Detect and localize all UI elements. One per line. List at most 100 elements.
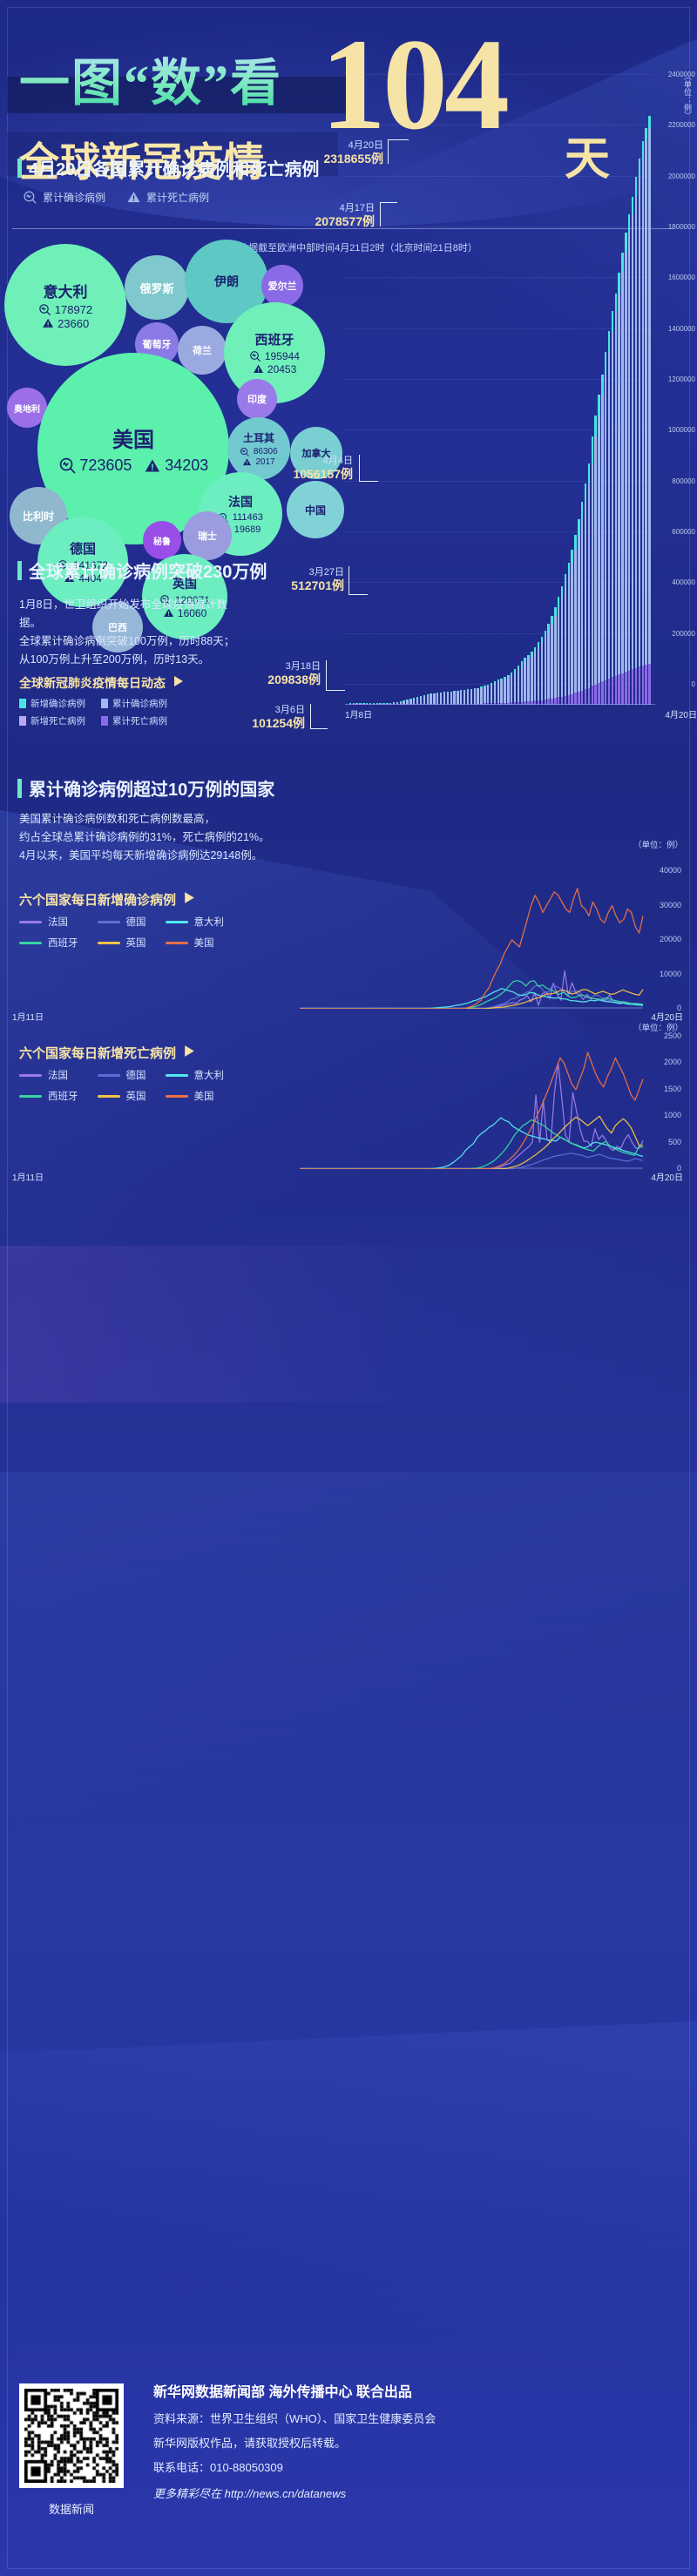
bar-column — [520, 95, 524, 705]
y-tick-label: 1000000 — [667, 426, 695, 435]
bubble-爱尔兰[interactable]: 爱尔兰 — [261, 265, 303, 307]
bubble-label: 西班牙 — [254, 333, 294, 348]
bubble-label: 德国 — [69, 542, 96, 557]
legend-item: 累计确诊病例 — [101, 697, 167, 710]
bar-column — [409, 95, 412, 705]
bubble-中国[interactable]: 中国 — [287, 481, 344, 538]
footer-url: 更多精彩尽在 http://news.cn/datanews — [153, 2487, 347, 2500]
bar-cumulative-deaths — [369, 703, 372, 705]
bar-cumulative-deaths — [544, 700, 546, 705]
bar-cumulative-confirmed — [423, 695, 426, 704]
bar-new-confirmed — [433, 693, 436, 694]
bar-column — [406, 95, 409, 705]
bar-new-confirmed — [554, 606, 557, 616]
bar-cumulative-deaths — [460, 703, 463, 705]
callout-apr20: 4月20日 2318655例 — [244, 139, 383, 166]
bar-column — [389, 95, 392, 705]
callout-mar27: 3月27日 512701例 — [205, 566, 344, 592]
bubble-印度[interactable]: 印度 — [237, 379, 277, 419]
bar-cumulative-confirmed — [439, 693, 443, 704]
bar-new-confirmed — [558, 597, 560, 607]
bubble-label: 荷兰 — [193, 346, 212, 356]
bar-column — [627, 95, 631, 705]
bar-column — [348, 95, 352, 705]
bar-cumulative-confirmed — [466, 689, 470, 704]
bubble-秘鲁[interactable]: 秘鲁 — [143, 521, 181, 559]
bar-cumulative-confirmed — [500, 679, 503, 703]
bar-new-confirmed — [423, 695, 426, 696]
bar-cumulative-deaths — [513, 702, 517, 705]
bubble-label: 意大利 — [43, 284, 88, 301]
bar-cumulative-confirmed — [430, 694, 432, 704]
bubble-巴西[interactable]: 巴西 — [92, 602, 143, 652]
bar-cumulative-confirmed — [537, 646, 540, 700]
bar-cumulative-deaths — [628, 670, 631, 705]
bar-new-confirmed — [621, 252, 624, 274]
callout-mar27-leader-v — [348, 566, 349, 594]
bar-column — [352, 95, 355, 705]
background-wave-6 — [0, 2021, 697, 2422]
bar-column — [359, 95, 362, 705]
bar-column — [510, 95, 513, 705]
bar-column — [385, 95, 389, 705]
bar-column — [480, 95, 484, 705]
bubble-俄罗斯[interactable]: 俄罗斯 — [125, 255, 189, 320]
bar-column — [513, 95, 517, 705]
bubble-奥地利[interactable]: 奥地利 — [7, 388, 47, 428]
daily-confirmed-unit: （单位：例） — [633, 841, 683, 850]
bar-chart-date-range: 1月8日 4月20日 — [345, 707, 697, 720]
callout-apr17: 4月17日 2078577例 — [235, 202, 375, 228]
bar-column — [426, 95, 430, 705]
bar-cumulative-deaths — [520, 701, 523, 705]
bubble-土耳其[interactable]: 土耳其 86306 2017 — [227, 417, 290, 480]
footer-title: 新华网数据新闻部 海外传播中心 联合出品 — [153, 2385, 412, 2400]
bubble-英国[interactable]: 英国 120071 16060 — [142, 554, 227, 639]
bar-column — [645, 95, 648, 705]
bar-new-confirmed — [544, 630, 546, 637]
bar-cumulative-deaths — [641, 665, 644, 705]
line-legend-item: 英国 — [97, 1089, 146, 1103]
bar-cumulative-deaths — [439, 703, 443, 705]
bar-cumulative-confirmed — [486, 686, 490, 704]
bubble-加拿大[interactable]: 加拿大 — [290, 427, 342, 479]
bar-new-confirmed — [486, 684, 490, 686]
bar-cumulative-deaths — [584, 689, 587, 705]
callout-apr4: 4月4日 1056157例 — [213, 455, 353, 481]
y-tick-label: 2400000 — [667, 71, 695, 78]
gridline — [345, 379, 652, 380]
bubble-荷兰[interactable]: 荷兰 — [178, 326, 227, 375]
bubble-瑞士[interactable]: 瑞士 — [183, 511, 232, 560]
page-title-line1: 一图“数”看 — [19, 42, 282, 115]
bar-cumulative-confirmed — [460, 690, 463, 704]
bar-cumulative-deaths — [510, 702, 513, 705]
bar-cumulative-confirmed — [524, 661, 526, 702]
bar-column — [553, 95, 557, 705]
bar-new-confirmed — [578, 519, 580, 535]
qr-code[interactable] — [19, 2383, 124, 2488]
bar-column — [594, 95, 598, 705]
bubble-意大利[interactable]: 意大利 178972 23660 — [4, 244, 126, 366]
bar-new-confirmed — [581, 501, 584, 520]
deaths-icon — [126, 190, 141, 205]
play-triangle-icon — [173, 675, 185, 692]
bar-column — [631, 95, 634, 705]
bar-cumulative-confirmed — [558, 606, 560, 698]
line-legend-label: 法国 — [48, 917, 68, 928]
legend-item: 累计死亡病例 — [101, 714, 167, 727]
bar-column — [544, 95, 547, 705]
bar-column — [436, 95, 439, 705]
bar-column — [419, 95, 423, 705]
bubble-德国[interactable]: 德国 141672 4404 — [37, 517, 128, 607]
bar-column — [439, 95, 443, 705]
bar-column — [369, 95, 372, 705]
bar-new-confirmed — [560, 586, 564, 598]
y-tick-label: 1600000 — [667, 274, 695, 282]
bar-new-confirmed — [520, 661, 523, 666]
bar-cumulative-confirmed — [392, 702, 396, 704]
bubble-deaths: 16060 — [163, 607, 206, 619]
bubble-confirmed: 141672 — [58, 559, 108, 571]
bar-chart-x-axis — [345, 704, 655, 705]
bar-cumulative-deaths — [359, 703, 362, 705]
bar-chart-unit: （单位：例） — [683, 72, 692, 119]
line-legend-label: 英国 — [125, 938, 146, 949]
